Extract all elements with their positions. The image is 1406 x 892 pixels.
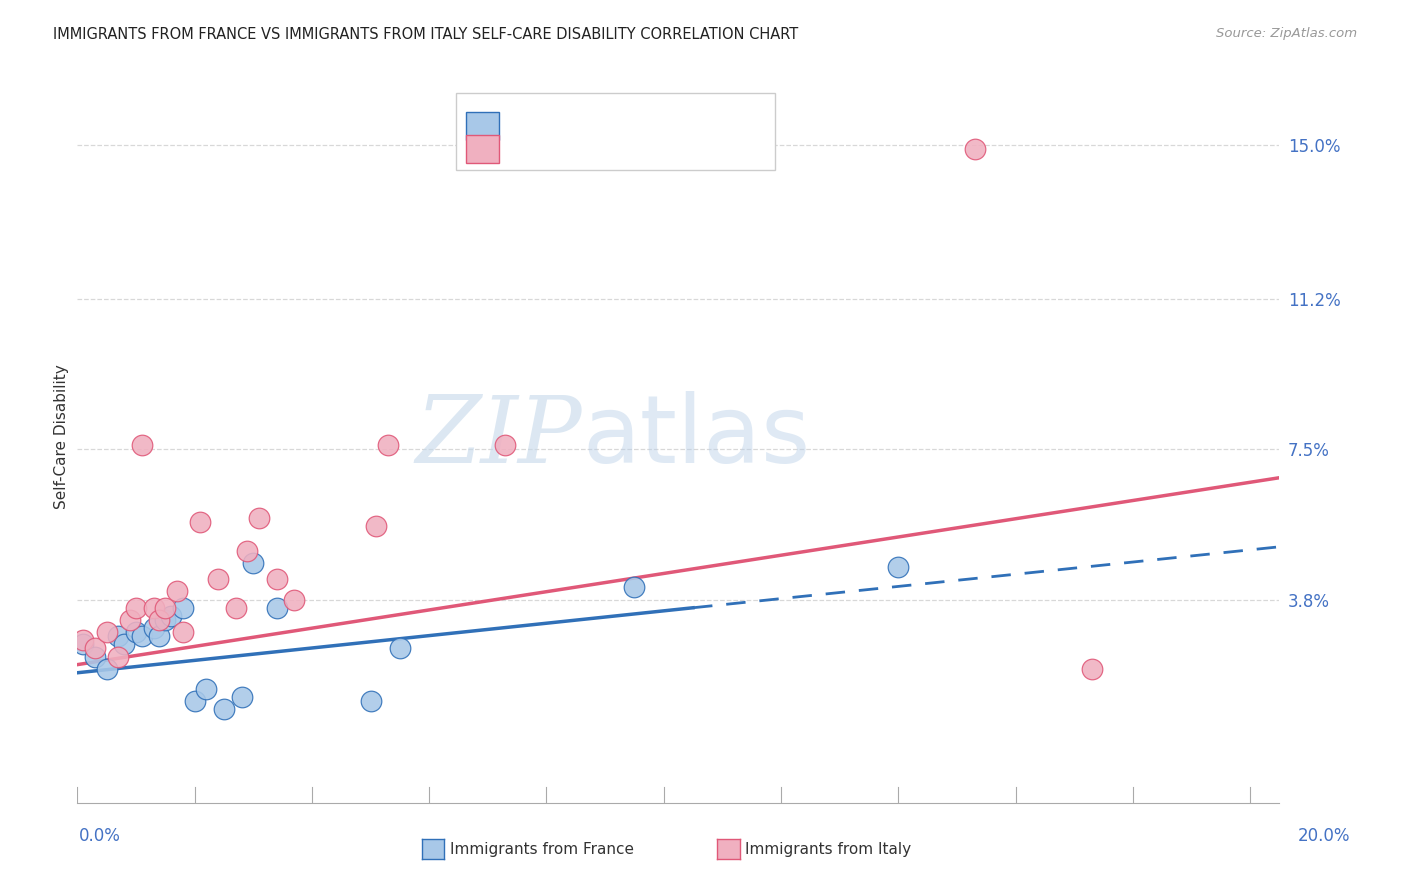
Point: [148, 629, 170, 643]
Point: [183, 694, 205, 708]
Point: [231, 690, 253, 705]
Point: [1081, 662, 1104, 676]
Point: [131, 438, 153, 452]
Point: [125, 600, 148, 615]
Point: [195, 681, 218, 696]
Point: [887, 560, 910, 574]
Point: [283, 592, 305, 607]
Text: Source: ZipAtlas.com: Source: ZipAtlas.com: [1216, 27, 1357, 40]
Point: [72, 637, 94, 651]
Text: Immigrants from Italy: Immigrants from Italy: [745, 842, 911, 856]
Text: N = 22: N = 22: [644, 118, 706, 136]
Point: [112, 637, 135, 651]
Point: [155, 613, 177, 627]
Point: [155, 600, 177, 615]
Point: [148, 613, 170, 627]
Point: [623, 581, 645, 595]
Point: [131, 629, 153, 643]
Point: [266, 600, 288, 615]
Point: [360, 694, 382, 708]
Point: [125, 625, 148, 640]
Point: [494, 438, 516, 452]
Text: R = 0.362: R = 0.362: [513, 140, 598, 159]
Point: [72, 633, 94, 648]
Text: atlas: atlas: [582, 391, 810, 483]
Text: Immigrants from France: Immigrants from France: [450, 842, 634, 856]
Text: IMMIGRANTS FROM FRANCE VS IMMIGRANTS FROM ITALY SELF-CARE DISABILITY CORRELATION: IMMIGRANTS FROM FRANCE VS IMMIGRANTS FRO…: [53, 27, 799, 42]
Point: [142, 600, 165, 615]
Point: [236, 544, 259, 558]
Point: [225, 600, 247, 615]
Text: N = 24: N = 24: [644, 140, 706, 159]
FancyBboxPatch shape: [456, 94, 775, 170]
Point: [207, 572, 229, 586]
Point: [107, 629, 129, 643]
Point: [120, 613, 142, 627]
Point: [142, 621, 165, 635]
Point: [247, 511, 270, 525]
Point: [84, 649, 107, 664]
Point: [366, 519, 388, 533]
Point: [190, 516, 212, 530]
Point: [172, 625, 194, 640]
Text: 20.0%: 20.0%: [1298, 827, 1350, 845]
Y-axis label: Self-Care Disability: Self-Care Disability: [53, 365, 69, 509]
Point: [107, 649, 129, 664]
Point: [377, 438, 399, 452]
FancyBboxPatch shape: [465, 136, 499, 163]
Point: [388, 641, 411, 656]
Point: [84, 641, 107, 656]
Text: 0.0%: 0.0%: [79, 827, 121, 845]
Point: [242, 556, 264, 570]
Text: ZIP: ZIP: [416, 392, 582, 482]
Point: [96, 662, 118, 676]
Point: [160, 608, 183, 623]
Point: [212, 702, 235, 716]
Point: [266, 572, 288, 586]
Point: [96, 625, 118, 640]
Text: R = 0.269: R = 0.269: [513, 118, 598, 136]
Point: [172, 600, 194, 615]
FancyBboxPatch shape: [465, 112, 499, 140]
Point: [166, 584, 188, 599]
Point: [963, 142, 986, 156]
